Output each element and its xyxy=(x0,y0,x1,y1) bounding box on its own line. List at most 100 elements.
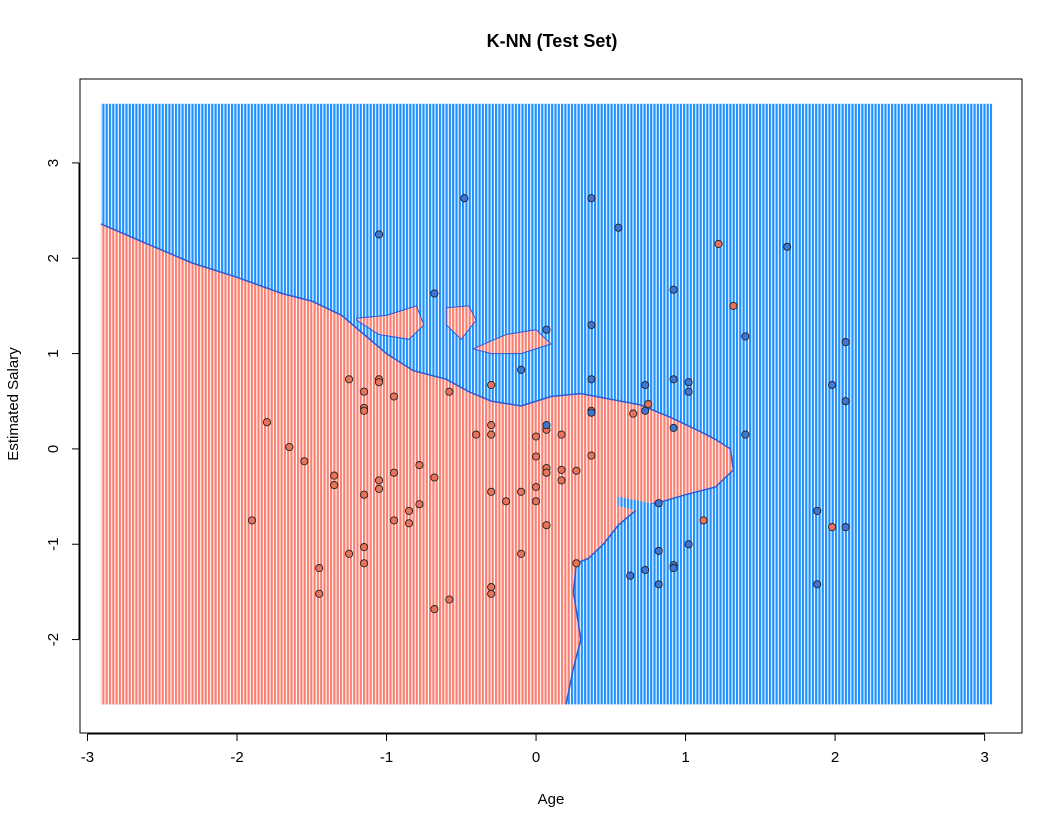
data-point-class-0 xyxy=(487,380,496,390)
data-point-class-0 xyxy=(445,387,454,396)
data-point-class-0 xyxy=(828,523,837,532)
x-tick-label: 0 xyxy=(532,749,540,766)
x-tick-label: -2 xyxy=(230,749,243,766)
data-point-class-0 xyxy=(404,519,414,528)
data-point-class-0 xyxy=(487,421,496,430)
data-point-class-1 xyxy=(841,523,850,532)
data-point-class-1 xyxy=(641,406,650,415)
y-tick-label: -2 xyxy=(45,633,62,646)
data-point-class-0 xyxy=(430,473,439,482)
data-point-class-0 xyxy=(531,497,541,506)
data-point-class-0 xyxy=(487,583,496,592)
data-point-class-1 xyxy=(654,546,663,555)
data-point-class-0 xyxy=(389,392,399,401)
data-point-class-0 xyxy=(285,442,294,452)
data-point-class-0 xyxy=(542,468,551,477)
data-point-class-1 xyxy=(587,194,596,203)
data-point-class-1 xyxy=(460,194,469,203)
data-point-class-0 xyxy=(644,400,653,409)
data-point-class-0 xyxy=(360,387,369,396)
scatter-points xyxy=(247,194,850,614)
data-point-class-1 xyxy=(517,365,526,374)
data-point-class-0 xyxy=(315,564,324,573)
data-point-class-0 xyxy=(729,301,738,310)
data-point-class-1 xyxy=(669,285,678,294)
data-point-class-0 xyxy=(360,543,369,552)
data-point-class-1 xyxy=(669,375,678,384)
data-point-class-0 xyxy=(542,521,551,530)
data-point-class-0 xyxy=(445,595,454,604)
region-island-class-0 xyxy=(356,305,425,340)
data-point-class-1 xyxy=(841,397,850,406)
data-point-class-1 xyxy=(669,564,678,573)
data-point-class-0 xyxy=(360,490,369,499)
x-tick-label: -3 xyxy=(81,749,94,766)
data-point-class-1 xyxy=(741,430,750,439)
y-tick-label: 1 xyxy=(45,349,62,357)
region-island-class-1 xyxy=(618,496,656,511)
data-point-class-0 xyxy=(315,589,324,598)
data-point-class-1 xyxy=(841,338,850,347)
data-point-class-0 xyxy=(330,471,339,480)
data-point-class-0 xyxy=(557,465,566,474)
data-point-class-1 xyxy=(654,580,663,589)
data-point-class-0 xyxy=(247,516,257,525)
y-axis: -2 -1 0 1 2 3 xyxy=(45,159,80,646)
data-point-class-0 xyxy=(557,430,566,439)
data-point-class-1 xyxy=(684,540,693,549)
x-tick-label: 3 xyxy=(980,749,988,766)
chart-title: K-NN (Test Set) xyxy=(487,31,618,51)
data-point-class-0 xyxy=(699,516,708,525)
data-point-class-0 xyxy=(629,409,638,418)
data-point-class-0 xyxy=(262,418,271,427)
data-point-class-0 xyxy=(517,487,526,496)
y-tick-label: -1 xyxy=(45,538,62,551)
data-point-class-0 xyxy=(531,432,541,441)
region-island-class-0 xyxy=(445,305,477,341)
data-point-class-1 xyxy=(684,387,693,396)
data-point-class-1 xyxy=(374,230,384,239)
data-point-class-1 xyxy=(587,375,596,384)
y-tick-label: 3 xyxy=(45,159,62,167)
data-point-class-0 xyxy=(374,484,384,493)
data-point-class-1 xyxy=(641,565,650,575)
y-tick-label: 0 xyxy=(45,445,62,453)
x-tick-label: 2 xyxy=(831,749,839,766)
data-point-class-0 xyxy=(714,239,723,248)
data-point-class-0 xyxy=(487,589,496,598)
data-point-class-0 xyxy=(472,430,481,439)
data-point-class-1 xyxy=(587,320,596,330)
data-point-class-0 xyxy=(587,451,596,460)
data-point-class-1 xyxy=(654,499,663,508)
data-point-class-0 xyxy=(531,482,541,492)
data-point-class-1 xyxy=(741,332,750,341)
data-point-class-0 xyxy=(389,468,399,477)
data-point-class-0 xyxy=(345,375,354,384)
data-point-class-1 xyxy=(641,380,650,390)
data-point-class-1 xyxy=(587,408,596,417)
data-point-class-0 xyxy=(360,559,369,568)
region-islands xyxy=(356,305,656,511)
data-point-class-1 xyxy=(542,421,551,430)
data-point-class-0 xyxy=(404,506,414,515)
x-axis-label: Age xyxy=(538,791,565,808)
y-axis-label: Estimated Salary xyxy=(5,347,22,461)
region-island-class-0 xyxy=(471,329,552,355)
data-point-class-1 xyxy=(614,223,623,232)
x-tick-label: -1 xyxy=(380,749,393,766)
data-point-class-1 xyxy=(783,242,792,251)
data-point-class-1 xyxy=(684,378,693,387)
data-point-class-1 xyxy=(669,423,678,432)
data-point-class-0 xyxy=(572,559,581,568)
data-point-class-0 xyxy=(415,500,424,509)
x-axis: -3 -2 -1 0 1 2 3 xyxy=(81,733,989,766)
data-point-class-0 xyxy=(415,461,424,470)
plot-frame xyxy=(79,78,1023,734)
data-point-class-0 xyxy=(517,549,526,558)
data-point-class-0 xyxy=(360,406,369,415)
data-point-class-0 xyxy=(374,378,384,387)
data-point-class-1 xyxy=(813,506,822,515)
data-point-class-0 xyxy=(487,487,496,496)
data-point-class-0 xyxy=(389,516,399,525)
